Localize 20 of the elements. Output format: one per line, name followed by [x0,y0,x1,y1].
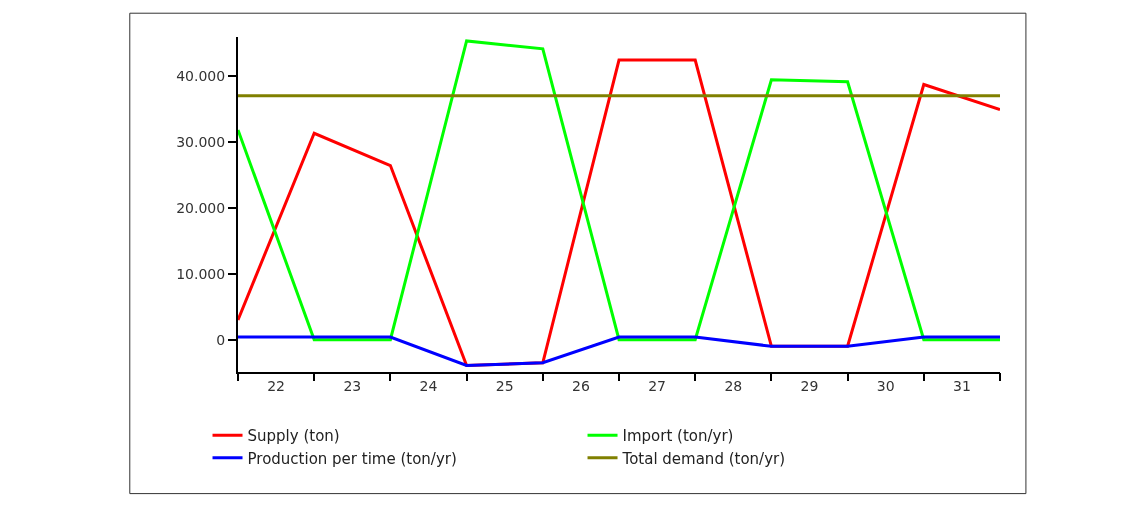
x-tick-label: 30 [876,377,895,394]
x-tick-label: 31 [952,377,971,394]
x-tick-label: 27 [648,377,667,394]
x-tick-label: 23 [343,377,362,394]
legend-label: Supply (ton) [247,427,340,445]
legend-label: Total demand (ton/yr) [621,449,786,468]
y-tick-label: 0 [216,331,226,348]
x-tick-label: 26 [571,377,590,394]
y-tick-label: 40.000 [176,67,226,84]
x-tick-label: 22 [267,377,286,394]
x-tick-label: 28 [724,377,743,394]
line-series [238,335,1000,367]
y-tick-label: 20.000 [176,199,226,216]
x-tick-label: 29 [800,377,819,394]
legend-label: Production per time (ton/yr) [247,449,457,468]
legend-label: Import (ton/yr) [622,427,734,445]
y-tick-label: 30.000 [176,133,226,150]
x-tick-label: 24 [419,377,438,394]
y-tick-label: 10.000 [176,265,226,282]
x-tick-label: 25 [495,377,514,394]
